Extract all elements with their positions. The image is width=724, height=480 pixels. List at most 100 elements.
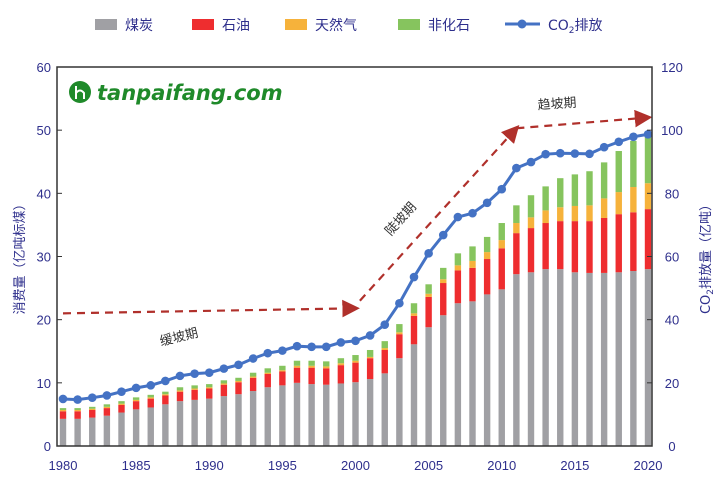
bar-nonfossil-1987	[162, 391, 169, 395]
bar-nonfossil-2000	[352, 355, 359, 361]
bar-coal-1996	[293, 382, 301, 446]
bar-nonfossil-1993	[249, 372, 257, 377]
bar-gas-2001	[366, 356, 374, 359]
right-tick-label: 100	[661, 123, 683, 138]
bar-oil-2000	[352, 362, 359, 383]
legend-co2-prefix: CO	[548, 18, 569, 34]
co2-point-1980	[58, 394, 68, 404]
co2-point-2004	[409, 272, 419, 282]
right-tick-label: 20	[665, 376, 679, 391]
bar-oil-1987	[162, 395, 169, 405]
legend-swatch-nonfossil	[398, 19, 420, 30]
co2-point-1997	[307, 342, 316, 352]
bar-oil-1988	[176, 391, 184, 402]
bar-coal-1988	[176, 401, 184, 446]
x-tick-label: 2015	[560, 458, 589, 473]
bar-gas-1994	[264, 372, 271, 374]
bar-coal-2015	[571, 272, 579, 446]
bar-nonfossil-2014	[557, 178, 564, 208]
left-tick-label: 60	[37, 60, 51, 75]
co2-point-1990	[204, 368, 214, 378]
bar-oil-1992	[235, 382, 242, 395]
bar-oil-1993	[249, 377, 257, 392]
co2-point-2013	[541, 149, 550, 159]
bar-nonfossil-2015	[571, 174, 579, 206]
bar-oil-1984	[118, 404, 125, 413]
left-tick-label: 50	[37, 123, 51, 138]
x-tick-label: 2010	[487, 458, 516, 473]
bar-coal-1984	[118, 412, 125, 446]
co2-point-2011	[512, 163, 521, 173]
legend-swatch-oil	[192, 19, 214, 30]
co2-point-2002	[380, 320, 390, 330]
bar-coal-2007	[454, 303, 462, 446]
bar-oil-2005	[425, 296, 432, 328]
left-tick-label: 30	[37, 250, 51, 265]
bar-nonfossil-2004	[410, 303, 418, 314]
bar-gas-2014	[557, 207, 564, 222]
bar-nonfossil-1991	[220, 380, 228, 384]
bar-coal-1993	[249, 391, 257, 446]
bar-oil-1983	[103, 408, 111, 416]
bar-coal-2012	[527, 272, 535, 446]
bar-gas-2017	[600, 198, 608, 218]
bar-gas-1981	[74, 409, 81, 412]
trend-arrow-1	[62, 299, 360, 318]
bar-coal-2017	[600, 272, 608, 446]
co2-point-2019	[629, 132, 638, 142]
bar-coal-2009	[483, 294, 491, 446]
bar-nonfossil-2010	[498, 223, 505, 241]
x-tick-label: 1995	[268, 458, 297, 473]
bar-gas-1998	[323, 366, 330, 369]
bar-oil-2003	[396, 334, 403, 359]
right-axis-label-sub: 2	[706, 289, 716, 295]
x-tick-label: 1990	[195, 458, 224, 473]
bar-oil-2007	[454, 270, 462, 304]
bar-nonfossil-1989	[191, 385, 198, 389]
left-tick-label: 0	[44, 439, 51, 454]
bar-nonfossil-2011	[513, 205, 520, 224]
bar-oil-2001	[366, 358, 374, 380]
bar-gas-1997	[308, 365, 315, 368]
bar-nonfossil-2017	[600, 162, 608, 199]
legend-swatch-gas	[285, 19, 307, 30]
bar-oil-2009	[483, 259, 491, 295]
right-tick-label: 120	[661, 60, 683, 75]
bar-nonfossil-1988	[176, 387, 184, 391]
bar-coal-1994	[264, 387, 271, 446]
co2-point-1984	[117, 387, 126, 396]
bar-nonfossil-1995	[279, 365, 286, 371]
co2-point-2005	[424, 249, 433, 258]
bar-oil-2013	[542, 223, 549, 270]
bar-gas-2016	[586, 205, 593, 222]
bar-oil-1996	[293, 367, 301, 383]
co2-point-1998	[321, 342, 331, 352]
bar-coal-2000	[352, 382, 359, 446]
bar-coal-1989	[191, 399, 198, 446]
bar-gas-1988	[176, 390, 184, 392]
right-tick-label: 0	[668, 439, 675, 454]
left-tick-label: 20	[37, 313, 51, 328]
co2-point-2009	[482, 198, 492, 208]
bar-coal-2014	[557, 269, 564, 446]
co2-point-2015	[570, 149, 580, 158]
right-axis-label: CO2排放量（亿吨）	[699, 198, 716, 314]
bar-coal-2020	[644, 269, 652, 446]
trend-arrow-2	[359, 125, 520, 302]
co2-point-1982	[87, 393, 97, 402]
co2-point-2012	[526, 157, 536, 167]
watermark-logo-icon	[69, 81, 91, 103]
bar-gas-2002	[381, 348, 388, 350]
bar-oil-1990	[206, 388, 213, 399]
bar-gas-2000	[352, 360, 359, 363]
bar-nonfossil-1990	[206, 384, 213, 388]
co2-point-2006	[438, 230, 448, 240]
bar-oil-2002	[381, 349, 388, 374]
bar-oil-2006	[440, 283, 447, 316]
co2-point-1999	[336, 338, 346, 347]
legend-label-coal: 煤炭	[125, 18, 153, 34]
x-tick-label: 2000	[341, 458, 370, 473]
bar-nonfossil-2006	[440, 267, 447, 280]
